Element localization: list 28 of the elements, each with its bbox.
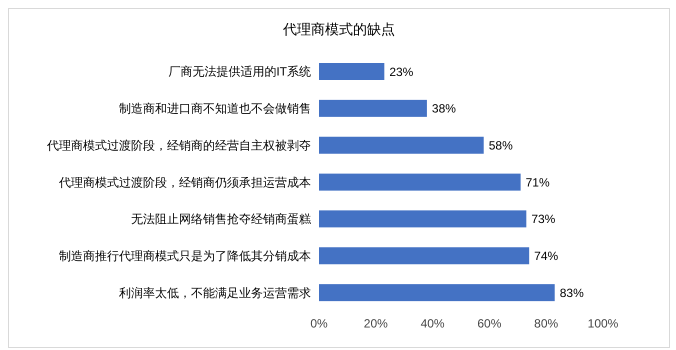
y-tick-label: 厂商无法提供适用的IT系统 (168, 64, 311, 79)
bar (319, 136, 484, 154)
data-label: 38% (432, 102, 456, 116)
y-tick-label: 制造商和进口商不知道也不会做销售 (119, 102, 311, 116)
chart-title: 代理商模式的缺点 (282, 20, 396, 39)
y-tick-label: 利润率太低，不能满足业务运营需求 (119, 286, 311, 300)
x-tick-label: 20% (364, 316, 388, 331)
y-tick-label: 代理商模式过渡阶段，经销商的经营自主权被剥夺 (46, 138, 311, 152)
data-label: 71% (526, 175, 550, 190)
data-label: 23% (389, 64, 414, 79)
x-tick-label: 0% (310, 316, 328, 331)
y-tick-label: 制造商推行代理商模式只是为了降低其分销成本 (59, 248, 311, 263)
bar (319, 174, 521, 191)
data-label: 58% (488, 138, 514, 152)
data-label: 83% (560, 286, 584, 300)
bar (319, 100, 427, 117)
bar (319, 63, 384, 80)
bar (319, 247, 530, 264)
y-tick-label: 无法阻止网络销售抢夺经销商蛋糕 (131, 212, 311, 226)
x-tick-label: 60% (477, 316, 502, 331)
y-tick-label: 代理商模式过渡阶段，经销商仍须承担运营成本 (58, 175, 311, 190)
data-label: 73% (531, 212, 556, 226)
bar (319, 210, 526, 228)
x-tick-label: 100% (588, 316, 619, 331)
x-tick-label: 80% (534, 316, 559, 331)
data-label: 74% (534, 249, 559, 264)
x-tick-label: 40% (420, 316, 445, 331)
bar (319, 284, 555, 302)
